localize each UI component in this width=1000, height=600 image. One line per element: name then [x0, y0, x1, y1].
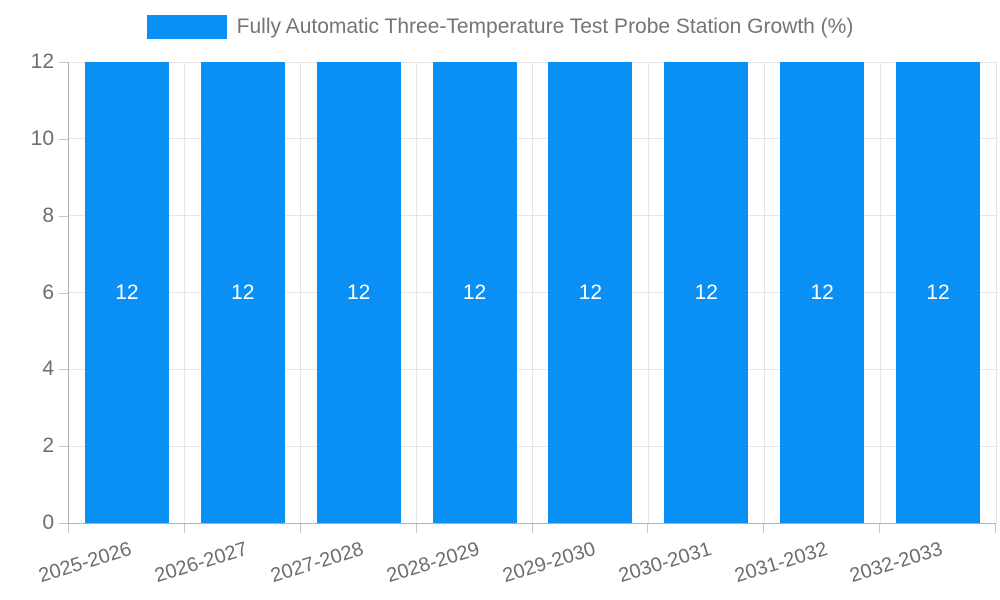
- legend-swatch-icon: [146, 15, 227, 39]
- y-axis-tick-mark: [59, 62, 68, 63]
- y-axis-tick-mark: [59, 138, 68, 140]
- bar-value-label: 12: [347, 280, 371, 304]
- bar-2032-2033[interactable]: 12: [896, 62, 981, 523]
- x-axis-tick-mark: [415, 524, 417, 533]
- y-axis-tick-label: 8: [42, 203, 54, 227]
- bar-value-label: 12: [231, 280, 255, 304]
- plot-area: 12 12 12 12 12 12 12 12: [68, 61, 997, 524]
- gridline-vertical: [416, 62, 418, 523]
- x-axis-tick-mark: [763, 524, 765, 533]
- gridline-vertical: [647, 62, 649, 523]
- bar-value-label: 12: [115, 280, 139, 304]
- x-axis-tick-mark: [879, 524, 881, 533]
- y-axis-tick-label: 4: [42, 357, 54, 381]
- y-axis-tick-label: 6: [42, 280, 54, 304]
- x-axis-category-label: 2030-2031: [615, 538, 714, 588]
- y-axis-tick-mark: [59, 215, 68, 217]
- bar-2030-2031[interactable]: 12: [664, 62, 749, 523]
- bar-2031-2032[interactable]: 12: [780, 62, 865, 523]
- x-axis-tick-mark: [647, 524, 649, 533]
- y-axis-tick-label: 10: [30, 126, 54, 150]
- bar-2028-2029[interactable]: 12: [432, 62, 517, 523]
- gridline-vertical: [532, 62, 533, 523]
- gridline-vertical: [995, 62, 997, 523]
- gridline-vertical: [300, 62, 302, 523]
- bar-2029-2030[interactable]: 12: [548, 62, 633, 523]
- x-axis-category-label: 2031-2032: [731, 538, 830, 588]
- legend-label: Fully Automatic Three-Temperature Test P…: [236, 15, 854, 38]
- gridline-vertical: [184, 62, 186, 523]
- x-axis-category-label: 2026-2027: [152, 538, 251, 588]
- y-axis-tick-mark: [59, 523, 68, 524]
- bar-value-label: 12: [462, 280, 487, 304]
- y-axis-tick-mark: [59, 369, 68, 371]
- gridline-vertical: [879, 62, 881, 523]
- x-axis-category-label: 2029-2030: [499, 538, 598, 588]
- x-axis-tick-mark: [183, 524, 185, 533]
- bar-2027-2028[interactable]: 12: [316, 62, 401, 523]
- y-axis-tick-label: 2: [42, 434, 54, 458]
- x-axis-tick-mark: [68, 524, 69, 533]
- y-axis-tick-mark: [59, 292, 68, 294]
- gridline-vertical: [763, 62, 765, 523]
- chart-legend[interactable]: Fully Automatic Three-Temperature Test P…: [0, 15, 1000, 39]
- bar-value-label: 12: [578, 280, 603, 304]
- x-axis-category-label: 2027-2028: [268, 538, 367, 588]
- y-axis-tick-label: 12: [30, 50, 54, 73]
- y-axis-tick-mark: [59, 446, 68, 448]
- x-axis-category-label: 2025-2026: [36, 538, 135, 588]
- bar-value-label: 12: [926, 280, 950, 304]
- x-axis-tick-mark: [531, 524, 533, 533]
- x-axis-tick-mark: [995, 524, 996, 533]
- x-axis-tick-mark: [299, 524, 301, 533]
- bar-value-label: 12: [694, 280, 718, 304]
- y-axis-tick-label: 0: [42, 511, 54, 534]
- bar-2025-2026[interactable]: 12: [84, 62, 169, 523]
- bar-value-label: 12: [810, 280, 834, 304]
- x-axis-category-label: 2032-2033: [847, 538, 946, 588]
- x-axis-category-label: 2028-2029: [384, 538, 482, 588]
- bar-2026-2027[interactable]: 12: [200, 62, 285, 523]
